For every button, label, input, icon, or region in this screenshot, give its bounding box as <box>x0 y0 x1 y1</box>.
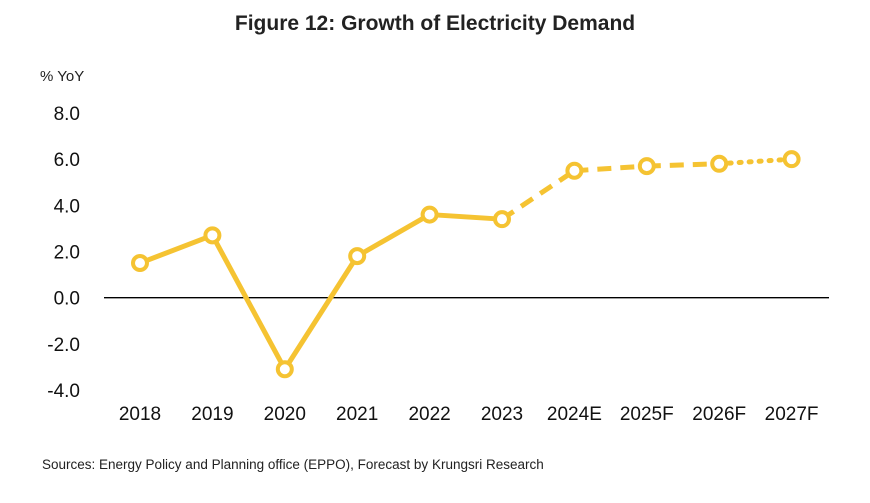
series-segment <box>500 168 576 222</box>
x-tick-label: 2019 <box>191 404 233 425</box>
y-tick-label: -4.0 <box>47 381 80 402</box>
x-tick-label: 2023 <box>481 404 523 425</box>
series-segment <box>574 163 647 174</box>
series-markers <box>131 150 801 379</box>
series-line <box>137 156 795 372</box>
y-tick-label: 8.0 <box>54 104 80 125</box>
x-tick-label: 2026F <box>692 404 746 425</box>
data-point-marker <box>275 360 294 379</box>
x-tick-label: 2018 <box>119 404 161 425</box>
y-tick-label: -2.0 <box>47 335 80 356</box>
data-point-marker <box>710 154 729 173</box>
y-axis-unit-label: % YoY <box>40 68 85 85</box>
series-segment <box>209 232 288 372</box>
x-tick-label: 2020 <box>264 404 306 425</box>
series-segment <box>137 232 215 266</box>
series-segment <box>716 156 795 167</box>
data-point-marker <box>420 205 439 224</box>
x-tick-label: 2025F <box>620 404 674 425</box>
y-axis-ticks: 8.0 6.0 4.0 2.0 0.0 -2.0 -4.0 <box>47 104 80 402</box>
y-tick-label: 6.0 <box>54 150 80 171</box>
y-tick-label: 0.0 <box>54 289 80 310</box>
data-point-marker <box>782 150 801 169</box>
y-tick-label: 4.0 <box>54 196 80 217</box>
series-segment <box>282 253 360 372</box>
x-tick-label: 2024E <box>547 404 602 425</box>
data-point-marker <box>493 210 511 229</box>
series-segment <box>646 161 720 169</box>
data-point-marker <box>565 161 584 180</box>
x-tick-label: 2021 <box>336 404 378 425</box>
series-segment <box>354 212 433 259</box>
x-tick-label: 2022 <box>408 404 450 425</box>
chart-title: Figure 12: Growth of Electricity Demand <box>234 12 636 35</box>
source-note: Sources: Energy Policy and Planning offi… <box>42 457 544 472</box>
x-tick-label: 2027F <box>765 404 819 425</box>
series-segment <box>427 212 505 222</box>
data-point-marker <box>637 157 656 176</box>
line-chart: 8.0 6.0 4.0 2.0 0.0 -2.0 -4.0 2018 2019 2020 2021… <box>47 104 829 425</box>
data-point-marker <box>348 247 367 266</box>
y-tick-label: 2.0 <box>54 243 80 264</box>
x-axis-ticks: 2018 2019 2020 2021 2022 2023 2024E 2025F 2026F 2… <box>119 404 819 425</box>
data-point-marker <box>203 226 222 245</box>
data-point-marker <box>131 254 149 273</box>
